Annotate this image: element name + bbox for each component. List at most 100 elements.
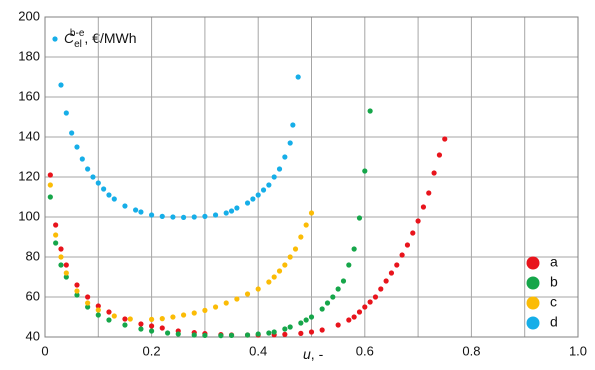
point — [149, 323, 155, 329]
point — [362, 304, 368, 310]
legend-label: a — [550, 254, 558, 270]
point — [308, 210, 315, 216]
point — [276, 268, 283, 274]
point — [410, 230, 416, 236]
legend-marker — [526, 316, 540, 330]
point — [442, 136, 448, 142]
point — [234, 296, 240, 302]
point — [383, 278, 389, 284]
point — [47, 194, 53, 200]
point — [202, 213, 208, 219]
x-tick-label: 0.4 — [249, 343, 267, 358]
point — [53, 232, 59, 238]
point — [351, 314, 357, 320]
point — [244, 332, 251, 338]
point — [282, 331, 288, 337]
point — [266, 182, 272, 188]
point — [367, 108, 373, 114]
point — [340, 278, 347, 284]
point — [63, 110, 69, 116]
point — [63, 262, 69, 268]
point — [266, 279, 272, 285]
point — [58, 246, 64, 252]
point — [287, 254, 293, 260]
legend-label: d — [550, 314, 558, 330]
point — [308, 314, 315, 320]
point — [95, 303, 101, 309]
point — [250, 196, 256, 202]
point — [436, 152, 443, 158]
x-tick-label: 0.2 — [143, 343, 161, 358]
y-tick-label: 160 — [18, 88, 40, 103]
point — [47, 172, 53, 178]
point — [228, 208, 235, 214]
point — [90, 174, 96, 180]
point — [228, 332, 235, 338]
point — [399, 252, 405, 258]
plot-border — [44, 16, 579, 338]
point — [426, 190, 432, 196]
point — [202, 332, 208, 338]
point — [106, 317, 112, 323]
y-tick-label: 60 — [26, 288, 40, 303]
point — [420, 204, 427, 210]
point — [431, 170, 437, 176]
x-axis-label: u, - — [303, 346, 324, 362]
point — [106, 309, 112, 315]
label-part: b-e — [70, 28, 85, 39]
point — [138, 326, 144, 332]
point — [191, 332, 197, 338]
point — [404, 242, 411, 248]
point — [244, 200, 251, 206]
legend-marker — [526, 256, 540, 270]
point — [149, 212, 155, 218]
point — [260, 187, 267, 193]
point — [58, 82, 64, 88]
point — [47, 182, 53, 188]
point — [85, 300, 91, 306]
point — [85, 294, 91, 300]
point — [255, 331, 261, 337]
point — [295, 74, 301, 80]
point — [271, 329, 277, 335]
point — [85, 304, 91, 310]
point — [394, 262, 400, 268]
legend-label: b — [550, 274, 558, 290]
y-axis-label: Celb-e, €/MWh — [64, 28, 137, 50]
point — [271, 174, 277, 180]
point — [367, 299, 373, 305]
label-marker — [52, 36, 58, 42]
x-tick-label: 0 — [41, 343, 48, 358]
point — [319, 327, 325, 333]
point — [63, 274, 69, 280]
point — [69, 130, 75, 136]
point — [149, 316, 155, 322]
point — [53, 240, 59, 246]
point — [218, 333, 224, 339]
label-part: el — [74, 39, 82, 50]
point — [170, 314, 176, 320]
point — [63, 270, 69, 276]
point — [287, 324, 293, 330]
point — [164, 330, 171, 336]
point — [202, 307, 208, 313]
point — [170, 214, 176, 220]
point — [255, 192, 261, 198]
y-tick-label: 200 — [18, 8, 40, 23]
point — [175, 331, 181, 337]
y-tick-label: 100 — [18, 208, 40, 223]
point — [101, 186, 107, 192]
point — [266, 330, 272, 336]
point — [223, 300, 229, 306]
point — [74, 282, 80, 288]
point — [122, 322, 128, 328]
point — [298, 330, 304, 336]
point — [85, 166, 91, 172]
point — [282, 326, 288, 332]
point — [287, 140, 293, 146]
point — [79, 156, 85, 162]
point — [149, 328, 155, 334]
grid — [44, 16, 579, 338]
